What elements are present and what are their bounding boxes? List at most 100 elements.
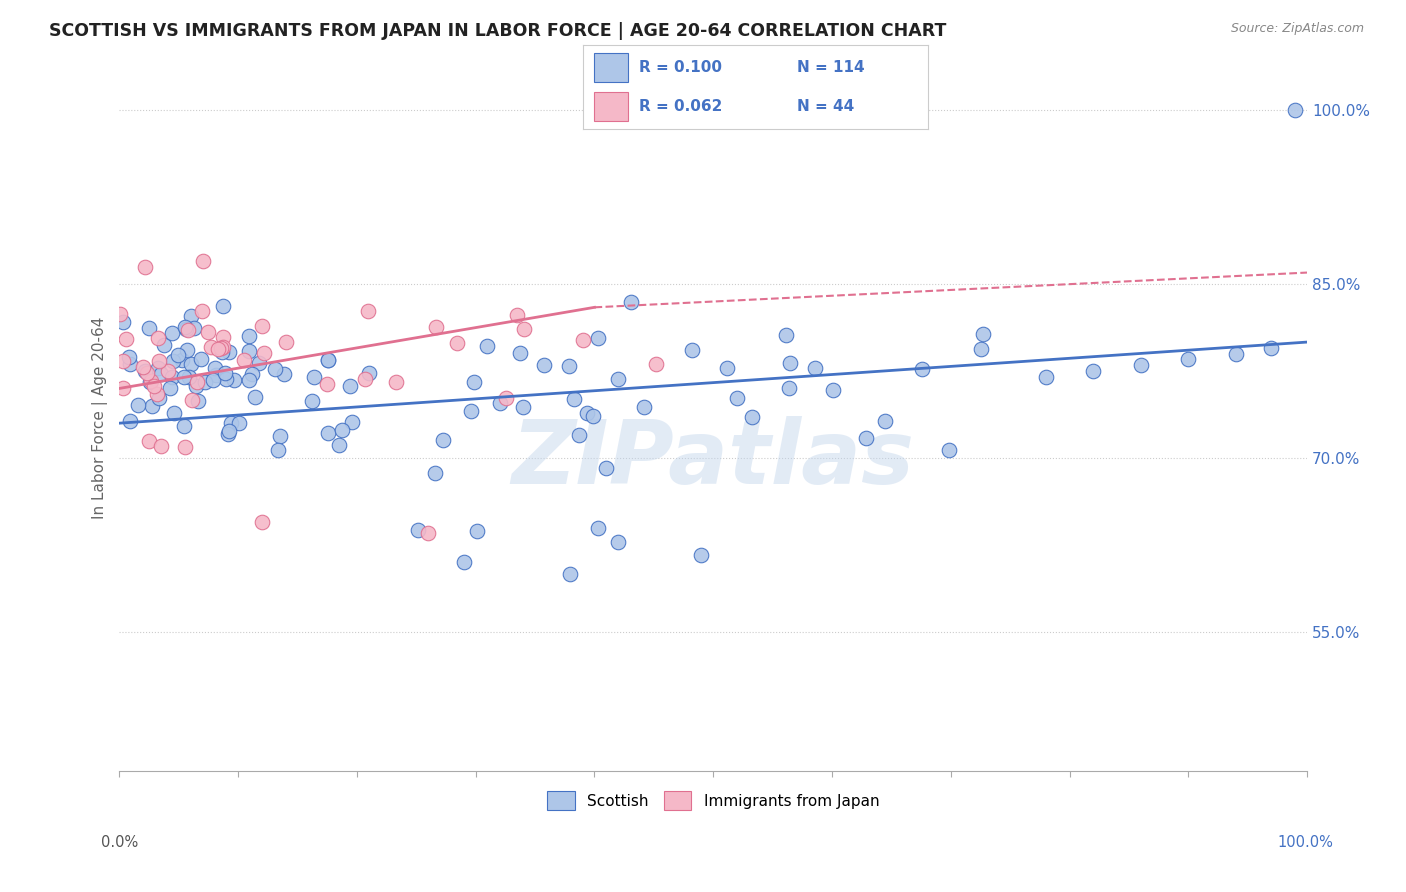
Text: ZIPatlas: ZIPatlas bbox=[512, 417, 915, 503]
Point bbox=[689, 548, 711, 562]
Text: Source: ZipAtlas.com: Source: ZipAtlas.com bbox=[1230, 22, 1364, 36]
Point bbox=[197, 325, 219, 339]
Point bbox=[725, 392, 748, 406]
Point bbox=[620, 294, 643, 309]
Point bbox=[167, 348, 190, 362]
Point bbox=[509, 346, 531, 360]
Point bbox=[145, 387, 167, 401]
Text: R = 0.062: R = 0.062 bbox=[638, 99, 721, 114]
Point bbox=[560, 566, 582, 581]
Point bbox=[775, 327, 797, 342]
Point bbox=[150, 439, 173, 453]
Text: SCOTTISH VS IMMIGRANTS FROM JAPAN IN LABOR FORCE | AGE 20-64 CORRELATION CHART: SCOTTISH VS IMMIGRANTS FROM JAPAN IN LAB… bbox=[49, 22, 946, 40]
Point bbox=[153, 338, 176, 352]
Point bbox=[191, 304, 214, 318]
Point bbox=[586, 331, 609, 345]
Point bbox=[557, 359, 579, 373]
Y-axis label: In Labor Force | Age 20-64: In Labor Force | Age 20-64 bbox=[93, 316, 108, 518]
Point bbox=[218, 424, 240, 438]
Point bbox=[633, 400, 655, 414]
Point bbox=[250, 515, 273, 529]
Point bbox=[357, 304, 380, 318]
Point bbox=[779, 356, 801, 370]
Point bbox=[1284, 103, 1306, 118]
Point bbox=[173, 440, 195, 454]
Point bbox=[111, 353, 134, 368]
Point bbox=[741, 409, 763, 424]
Point bbox=[139, 375, 162, 389]
Point bbox=[176, 343, 198, 357]
Point bbox=[575, 406, 598, 420]
Point bbox=[716, 360, 738, 375]
Point bbox=[489, 395, 512, 409]
Point bbox=[114, 332, 136, 346]
Point bbox=[214, 366, 236, 380]
Point bbox=[463, 375, 485, 389]
Point bbox=[302, 369, 325, 384]
Point bbox=[274, 335, 297, 350]
Point bbox=[875, 414, 897, 428]
Point bbox=[215, 372, 238, 386]
Point bbox=[582, 409, 605, 423]
Point bbox=[855, 431, 877, 445]
Point bbox=[191, 254, 214, 268]
Point bbox=[211, 344, 233, 359]
Point bbox=[173, 369, 195, 384]
Point bbox=[238, 344, 260, 359]
Point bbox=[141, 374, 163, 388]
Point bbox=[180, 357, 202, 371]
Point bbox=[316, 352, 339, 367]
Point bbox=[533, 359, 555, 373]
Point bbox=[173, 419, 195, 434]
Point bbox=[316, 376, 339, 391]
Point bbox=[972, 327, 994, 342]
Point bbox=[194, 375, 217, 389]
Point bbox=[135, 367, 157, 381]
Point bbox=[156, 364, 179, 378]
Point bbox=[162, 354, 184, 368]
Point bbox=[134, 364, 156, 378]
Text: N = 44: N = 44 bbox=[797, 99, 855, 114]
Point bbox=[111, 315, 134, 329]
Point bbox=[240, 367, 263, 381]
Point bbox=[418, 526, 440, 541]
Point bbox=[572, 333, 595, 347]
Point bbox=[316, 425, 339, 440]
Point bbox=[342, 415, 364, 429]
Point bbox=[118, 357, 141, 371]
Point bbox=[607, 535, 630, 549]
Point bbox=[134, 260, 156, 274]
Point bbox=[423, 466, 446, 480]
Point bbox=[218, 345, 240, 359]
Point bbox=[911, 361, 934, 376]
Point bbox=[179, 370, 201, 384]
Point bbox=[253, 346, 276, 360]
Point bbox=[205, 368, 228, 382]
Point bbox=[465, 524, 488, 538]
Point bbox=[252, 319, 274, 334]
Point bbox=[159, 381, 181, 395]
Point bbox=[446, 336, 468, 351]
Point bbox=[160, 369, 183, 384]
Point bbox=[607, 371, 630, 385]
Point bbox=[970, 342, 993, 356]
Point bbox=[495, 391, 517, 405]
Point bbox=[432, 433, 454, 447]
Point bbox=[269, 429, 291, 443]
Point bbox=[202, 373, 225, 387]
Point bbox=[354, 371, 377, 385]
Point bbox=[339, 379, 361, 393]
Point bbox=[211, 299, 233, 313]
Point bbox=[406, 524, 429, 538]
Text: N = 114: N = 114 bbox=[797, 60, 865, 75]
Point bbox=[1225, 346, 1247, 360]
Point bbox=[146, 361, 169, 376]
Point bbox=[207, 343, 229, 357]
Point bbox=[512, 322, 534, 336]
Point bbox=[209, 341, 232, 355]
Point bbox=[187, 394, 209, 409]
Point bbox=[460, 404, 482, 418]
Point bbox=[228, 416, 250, 430]
Point bbox=[359, 366, 381, 380]
FancyBboxPatch shape bbox=[593, 92, 628, 120]
